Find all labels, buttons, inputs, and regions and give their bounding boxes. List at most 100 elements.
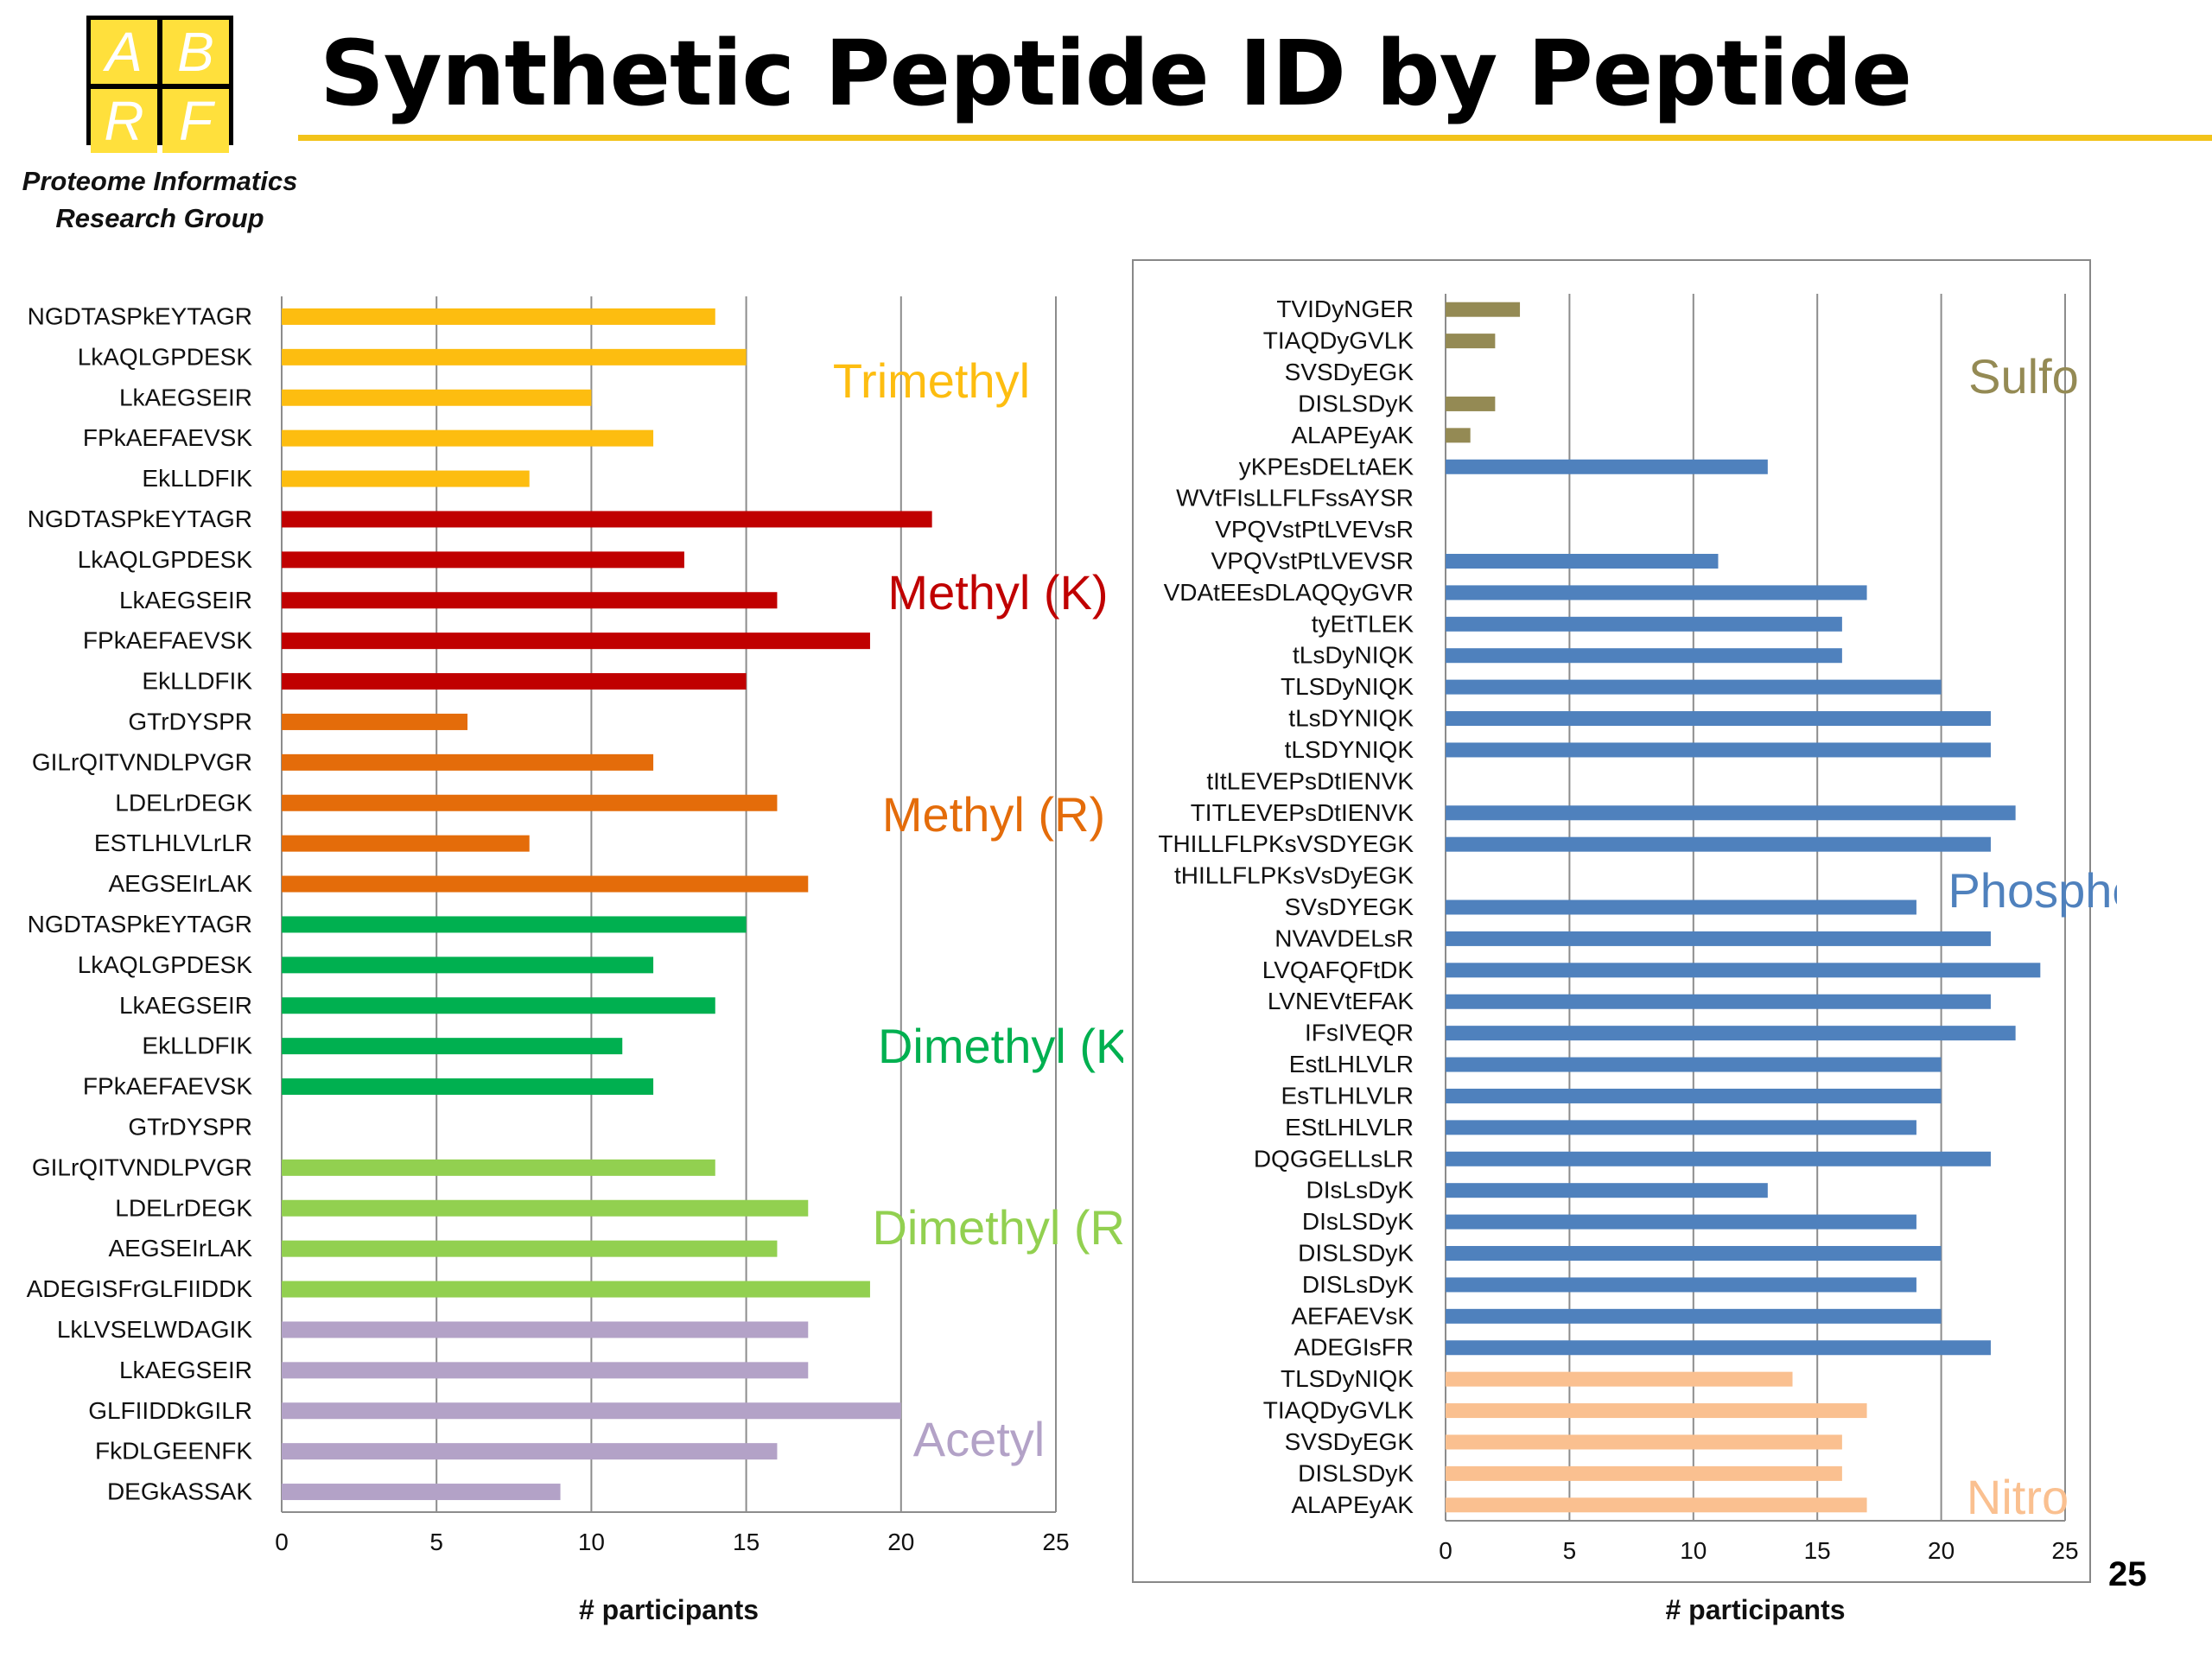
bar xyxy=(1446,1214,1916,1230)
logo-letter: F xyxy=(162,89,229,153)
bar xyxy=(282,470,530,487)
bar xyxy=(282,511,932,528)
category-label: GTrDYSPR xyxy=(128,1113,252,1140)
bar xyxy=(1446,648,1842,664)
category-label: TITLEVEPsDtIENVK xyxy=(1191,799,1414,826)
bar xyxy=(1446,1465,1842,1481)
category-label: DISLSDyK xyxy=(1298,1240,1414,1267)
category-label: DEGkASSAK xyxy=(107,1478,252,1505)
x-tick-label: 10 xyxy=(1680,1537,1707,1564)
org-name-line2: Research Group xyxy=(55,203,264,233)
x-tick-label: 15 xyxy=(733,1529,760,1555)
bar xyxy=(1446,1340,1991,1356)
bar xyxy=(1446,963,2041,978)
bar xyxy=(282,1159,715,1176)
bar xyxy=(282,916,747,933)
bar xyxy=(282,632,870,650)
category-label: EkLLDFIK xyxy=(142,465,252,492)
bar xyxy=(1446,1434,1842,1450)
category-label: FPkAEFAEVSK xyxy=(83,424,252,451)
category-label: EStLHLVLR xyxy=(1285,1114,1414,1141)
x-tick-label: 5 xyxy=(1563,1537,1577,1564)
category-label: FkDLGEENFK xyxy=(95,1438,252,1465)
category-label: NGDTASPkEYTAGR xyxy=(28,911,252,938)
bar xyxy=(1446,1026,2016,1041)
category-label: DQGGELLsLR xyxy=(1254,1145,1414,1172)
category-label: LkLVSELWDAGIK xyxy=(57,1316,252,1343)
category-label: LDELrDEGK xyxy=(115,789,252,816)
category-label: DISLsDyK xyxy=(1302,1271,1414,1298)
x-tick-label: 5 xyxy=(429,1529,443,1555)
bar xyxy=(282,713,468,730)
category-label: DISLSDyK xyxy=(1298,1459,1414,1486)
bar xyxy=(282,1484,561,1501)
chart-right: 0 5 10 15 20 25 # participants TVIDyNGER TIAQDyG… xyxy=(1132,259,2117,1625)
x-tick-label: 0 xyxy=(1439,1537,1452,1564)
category-label: SVSDyEGK xyxy=(1285,1428,1414,1455)
x-tick-label: 20 xyxy=(887,1529,914,1555)
bar xyxy=(1446,836,1991,852)
category-label: tItLEVEPsDtIENVK xyxy=(1206,767,1414,794)
category-label: ALAPEyAK xyxy=(1291,422,1414,448)
series-label: Nitro xyxy=(1967,1470,2069,1524)
bar xyxy=(282,1281,870,1298)
bar xyxy=(1446,1057,1942,1072)
bar xyxy=(1446,899,1916,915)
series-label: Sulfo xyxy=(1968,349,2079,404)
bar xyxy=(282,753,654,771)
category-label: IFsIVEQR xyxy=(1305,1020,1414,1046)
x-tick-label: 10 xyxy=(578,1529,605,1555)
category-label: tLsDYNIQK xyxy=(1288,705,1414,732)
bar xyxy=(1446,1308,1942,1324)
logo-letter: B xyxy=(162,20,229,84)
category-label: SVSDyEGK xyxy=(1285,359,1414,385)
category-label: LDELrDEGK xyxy=(115,1194,252,1221)
category-label: VDAtEEsDLAQQyGVR xyxy=(1164,579,1414,606)
bar xyxy=(1446,334,1496,349)
category-label: AEGSEIrLAK xyxy=(108,1235,252,1262)
category-label: TIAQDyGVLK xyxy=(1263,327,1414,354)
series-label: Phospho xyxy=(1948,863,2117,918)
page-title: Synthetic Peptide ID by Peptide xyxy=(320,21,1912,126)
series-label: Methyl (K) xyxy=(887,565,1108,620)
category-label: DIsLsDyK xyxy=(1306,1177,1414,1204)
bar xyxy=(282,1443,778,1460)
category-label: EkLLDFIK xyxy=(142,668,252,695)
bar xyxy=(282,1362,809,1379)
category-label: NGDTASPkEYTAGR xyxy=(28,302,252,329)
bar xyxy=(282,875,809,893)
bar xyxy=(1446,1277,1916,1293)
series-label: Trimethyl xyxy=(833,353,1030,408)
category-label: yKPEsDELtAEK xyxy=(1239,453,1414,480)
category-label: ADEGIsFR xyxy=(1294,1334,1414,1361)
category-label: LkAEGSEIR xyxy=(119,384,252,410)
series-label: Acetyl xyxy=(913,1412,1046,1466)
category-label: TVIDyNGER xyxy=(1276,296,1414,322)
category-label: DIsLSDyK xyxy=(1302,1208,1414,1235)
bar xyxy=(282,1038,623,1055)
bar xyxy=(1446,931,1991,946)
org-name-line1: Proteome Informatics xyxy=(22,166,298,196)
bar xyxy=(282,835,530,852)
title-underline xyxy=(298,135,2212,141)
category-label: ALAPEyAK xyxy=(1291,1491,1414,1518)
bar xyxy=(282,1321,809,1338)
category-label: LkAEGSEIR xyxy=(119,587,252,613)
category-label: LkAQLGPDESK xyxy=(78,951,253,978)
category-label: LVNEVtEFAK xyxy=(1268,988,1414,1014)
x-axis-title: # participants xyxy=(1665,1594,1845,1625)
category-label: TLSDyNIQK xyxy=(1281,673,1414,700)
category-label: EsTLHLVLR xyxy=(1281,1082,1414,1109)
category-label: tyEtTLEK xyxy=(1312,610,1414,637)
bar xyxy=(1446,396,1496,411)
category-label: VPQVstPtLVEVSR xyxy=(1211,547,1414,574)
x-tick-label: 25 xyxy=(1042,1529,1069,1555)
x-tick-label: 0 xyxy=(275,1529,289,1555)
x-axis-title: # participants xyxy=(579,1594,759,1625)
bar xyxy=(282,592,778,609)
bar xyxy=(282,389,592,406)
series-label: Dimethyl (K) xyxy=(878,1019,1123,1073)
category-label: tHILLFLPKsVsDyEGK xyxy=(1174,862,1414,889)
bar xyxy=(1446,742,1991,758)
abrf-logo: A B R F xyxy=(86,16,233,153)
